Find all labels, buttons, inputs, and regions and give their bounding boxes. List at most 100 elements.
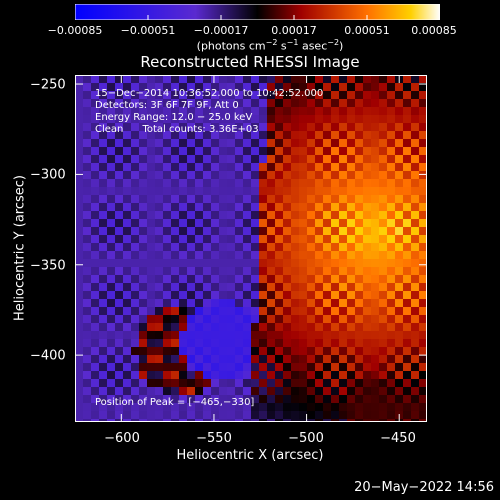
heatmap-cell xyxy=(163,275,171,283)
heatmap-cell xyxy=(387,355,395,363)
heatmap-cell xyxy=(211,131,219,139)
heatmap-cell xyxy=(235,131,243,139)
heatmap-cell xyxy=(403,275,411,283)
heatmap-cell xyxy=(347,107,355,115)
heatmap-cell xyxy=(371,403,379,411)
heatmap-cell xyxy=(299,355,307,363)
heatmap-cell xyxy=(419,267,427,275)
heatmap-cell xyxy=(243,75,251,83)
heatmap-cell xyxy=(179,411,187,419)
heatmap-cell xyxy=(395,235,403,243)
heatmap-cell xyxy=(235,331,243,339)
heatmap-cell xyxy=(147,195,155,203)
heatmap-cell xyxy=(267,187,275,195)
heatmap-cell xyxy=(403,227,411,235)
heatmap-cell xyxy=(315,411,323,419)
heatmap-cell xyxy=(331,379,339,387)
heatmap-cell xyxy=(363,115,371,123)
heatmap-cell xyxy=(339,139,347,147)
heatmap-cell xyxy=(107,91,115,99)
heatmap-cell xyxy=(179,315,187,323)
heatmap-cell xyxy=(267,363,275,371)
heatmap-cell xyxy=(259,155,267,163)
heatmap-cell xyxy=(243,235,251,243)
heatmap-cell xyxy=(267,299,275,307)
heatmap-cell xyxy=(147,355,155,363)
heatmap-cell xyxy=(267,147,275,155)
heatmap-cell xyxy=(315,219,323,227)
heatmap-cell xyxy=(291,115,299,123)
heatmap-cell xyxy=(75,283,83,291)
heatmap-cell xyxy=(403,123,411,131)
heatmap-cell xyxy=(339,299,347,307)
heatmap-cell xyxy=(211,387,219,395)
heatmap-cell xyxy=(195,203,203,211)
heatmap-cell xyxy=(91,267,99,275)
heatmap-cell xyxy=(251,195,259,203)
heatmap-cell xyxy=(179,187,187,195)
heatmap-cell xyxy=(355,203,363,211)
heatmap-cell xyxy=(395,331,403,339)
heatmap-cell xyxy=(139,267,147,275)
heatmap-cell xyxy=(315,99,323,107)
heatmap-cell xyxy=(227,387,235,395)
heatmap-cell xyxy=(291,307,299,315)
heatmap-cell xyxy=(83,187,91,195)
heatmap-cell xyxy=(331,259,339,267)
heatmap-cell xyxy=(283,115,291,123)
heatmap-cell xyxy=(411,179,419,187)
heatmap-cell xyxy=(203,347,211,355)
heatmap-cell xyxy=(187,251,195,259)
heatmap-cell xyxy=(371,195,379,203)
heatmap-cell xyxy=(259,259,267,267)
heatmap-cell xyxy=(99,235,107,243)
heatmap-cell xyxy=(299,203,307,211)
heatmap-cell xyxy=(331,387,339,395)
heatmap-cell xyxy=(219,275,227,283)
heatmap-cell xyxy=(91,339,99,347)
heatmap-cell xyxy=(267,307,275,315)
heatmap-cell xyxy=(291,259,299,267)
heatmap-cell xyxy=(323,339,331,347)
heatmap-cell xyxy=(147,203,155,211)
heatmap-cell xyxy=(123,243,131,251)
heatmap-cell xyxy=(163,147,171,155)
heatmap-cell xyxy=(187,395,195,403)
heatmap-cell xyxy=(275,419,283,422)
heatmap-cell xyxy=(355,235,363,243)
heatmap-cell xyxy=(331,251,339,259)
heatmap-cell xyxy=(179,243,187,251)
heatmap-cell xyxy=(371,115,379,123)
heatmap-cell xyxy=(355,171,363,179)
heatmap-cell xyxy=(355,187,363,195)
heatmap-cell xyxy=(107,363,115,371)
heatmap-cell xyxy=(323,211,331,219)
heatmap-cell xyxy=(403,171,411,179)
heatmap-cell xyxy=(371,251,379,259)
heatmap-cell xyxy=(115,283,123,291)
heatmap-cell xyxy=(363,291,371,299)
heatmap-cell xyxy=(99,347,107,355)
heatmap-cell xyxy=(267,115,275,123)
heatmap-cell xyxy=(315,123,323,131)
heatmap-cell xyxy=(355,339,363,347)
heatmap-cell xyxy=(347,403,355,411)
heatmap-cell xyxy=(163,299,171,307)
heatmap-cell xyxy=(291,75,299,83)
heatmap-cell xyxy=(187,147,195,155)
heatmap-cell xyxy=(283,75,291,83)
heatmap-cell xyxy=(339,131,347,139)
heatmap-cell xyxy=(155,243,163,251)
heatmap-cell xyxy=(411,243,419,251)
heatmap-cell xyxy=(403,259,411,267)
heatmap-cell xyxy=(211,371,219,379)
heatmap-cell xyxy=(75,323,83,331)
heatmap-cell xyxy=(123,195,131,203)
heatmap-cell xyxy=(395,203,403,211)
heatmap-cell xyxy=(259,75,267,83)
heatmap-cell xyxy=(123,211,131,219)
heatmap-cell xyxy=(107,195,115,203)
heatmap-cell xyxy=(235,123,243,131)
heatmap-cell xyxy=(163,227,171,235)
heatmap-cell xyxy=(91,379,99,387)
